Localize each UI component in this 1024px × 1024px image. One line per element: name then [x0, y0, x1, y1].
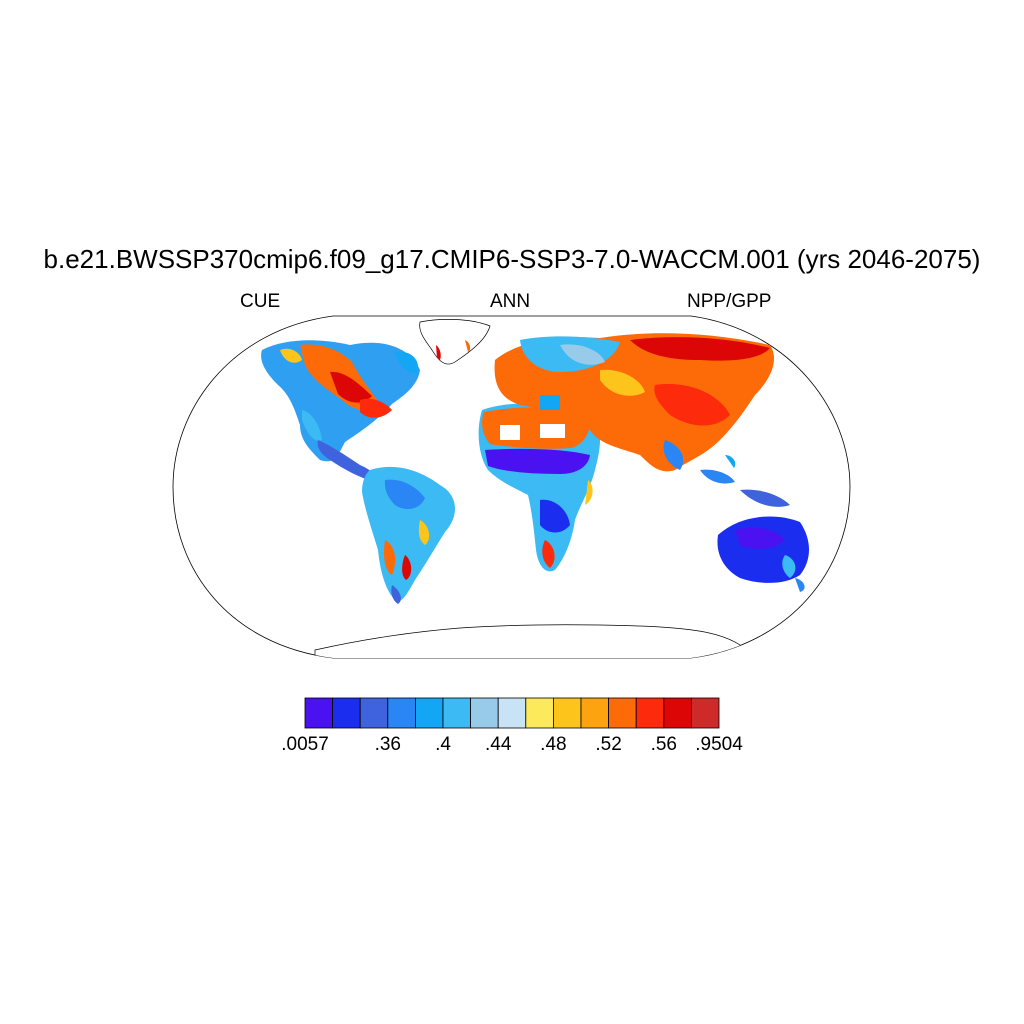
- colorbar-label: .4: [435, 734, 451, 755]
- plot-title: b.e21.BWSSP370cmip6.f09_g17.CMIP6-SSP3-7…: [43, 244, 981, 274]
- colorbar-label: .9504: [695, 734, 743, 755]
- colorbar-box: [387, 697, 416, 729]
- antarctica: [314, 624, 741, 658]
- colorbar-box: [414, 697, 444, 729]
- colorbar-box: [525, 697, 554, 729]
- africa: [478, 403, 600, 572]
- colorbar-label: .52: [595, 734, 622, 755]
- colorbar-label: .0057: [281, 734, 329, 755]
- colorbar-box: [304, 697, 334, 729]
- left-string: CUE: [240, 291, 281, 312]
- colorbar-box: [442, 697, 472, 729]
- eurasia: [494, 333, 775, 472]
- colorbar-label: .36: [374, 734, 402, 755]
- australia: [717, 516, 809, 592]
- colorbar-box: [608, 697, 637, 729]
- colorbar-label: .44: [484, 734, 512, 755]
- colorbar-box: [691, 697, 720, 729]
- colorbar-label: .56: [650, 734, 678, 755]
- colorbar-box: [553, 697, 582, 729]
- south-america: [362, 466, 456, 604]
- colorbar: [304, 697, 720, 729]
- north-america: [261, 340, 420, 482]
- colorbar-box: [332, 697, 361, 729]
- se-asia: [700, 455, 790, 507]
- center-string: ANN: [490, 291, 531, 312]
- colorbar-box: [663, 697, 692, 729]
- colorbar-label: .48: [540, 734, 567, 755]
- colorbar-box: [359, 697, 389, 729]
- right-string: NPP/GPP: [687, 291, 772, 312]
- land-field: [261, 319, 809, 658]
- colorbar-box: [497, 697, 527, 729]
- colorbar-box: [580, 697, 610, 729]
- colorbar-box: [635, 697, 665, 729]
- colorbar-box: [470, 697, 499, 729]
